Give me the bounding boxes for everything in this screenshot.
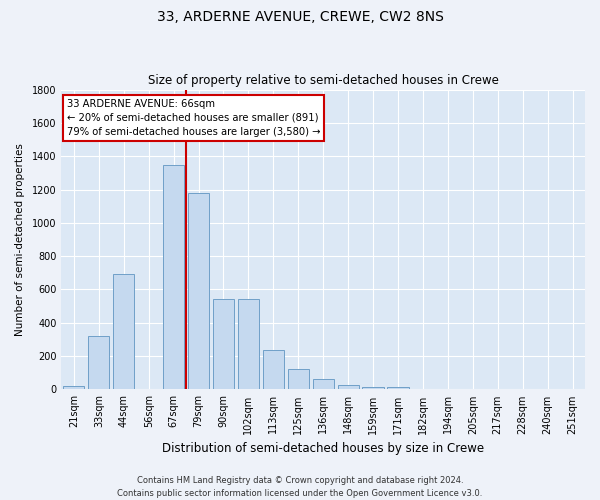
Bar (213, 298, 234, 390)
Bar (263, 350, 284, 390)
Bar (113, 274, 134, 390)
Bar (163, 164, 184, 390)
Bar (412, 388, 434, 390)
Text: 33, ARDERNE AVENUE, CREWE, CW2 8NS: 33, ARDERNE AVENUE, CREWE, CW2 8NS (157, 10, 443, 24)
X-axis label: Distribution of semi-detached houses by size in Crewe: Distribution of semi-detached houses by … (162, 442, 484, 455)
Bar (338, 386, 359, 390)
Title: Size of property relative to semi-detached houses in Crewe: Size of property relative to semi-detach… (148, 74, 499, 87)
Y-axis label: Number of semi-detached properties: Number of semi-detached properties (15, 143, 25, 336)
Bar (64, 386, 85, 390)
Text: 33 ARDERNE AVENUE: 66sqm
← 20% of semi-detached houses are smaller (891)
79% of : 33 ARDERNE AVENUE: 66sqm ← 20% of semi-d… (67, 98, 320, 136)
Bar (287, 370, 309, 390)
Text: Contains HM Land Registry data © Crown copyright and database right 2024.
Contai: Contains HM Land Registry data © Crown c… (118, 476, 482, 498)
Bar (313, 380, 334, 390)
Bar (88, 336, 109, 390)
Bar (388, 388, 409, 390)
Bar (238, 300, 259, 390)
Bar (362, 387, 383, 390)
Bar (188, 193, 209, 390)
